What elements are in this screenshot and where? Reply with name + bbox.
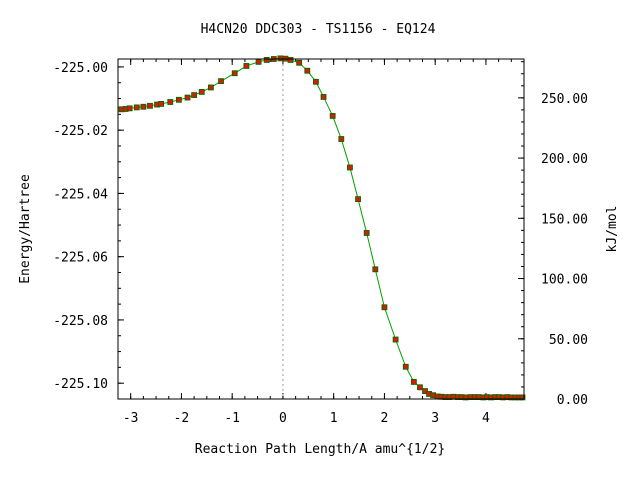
- x-tick-label: -3: [123, 411, 139, 426]
- data-point: [231, 70, 238, 77]
- y2-tick-label: 0.00: [557, 393, 588, 408]
- data-point: [355, 196, 361, 203]
- data-point: [175, 96, 182, 103]
- y2-tick-label: 150.00: [541, 212, 588, 227]
- data-point: [147, 102, 153, 109]
- data-point: [347, 164, 353, 171]
- data-point: [410, 379, 417, 385]
- data-point: [158, 101, 165, 107]
- data-point: [255, 58, 262, 65]
- data-point: [402, 363, 409, 370]
- x-tick-label: 1: [330, 411, 338, 426]
- x-tick-label: 2: [381, 411, 389, 426]
- x-axis-label: Reaction Path Length/A amu^{1/2}: [195, 442, 445, 457]
- data-point: [277, 55, 284, 62]
- data-point: [304, 67, 311, 74]
- data-point: [207, 84, 214, 91]
- data-point: [363, 230, 370, 236]
- data-point: [218, 78, 224, 85]
- data-point: [519, 394, 526, 401]
- data-point: [243, 63, 250, 69]
- chart-title: H4CN20 DDC303 - TS1156 - EQ124: [201, 22, 436, 37]
- y2-tick-label: 200.00: [541, 152, 588, 167]
- y-tick-label: -225.10: [53, 377, 108, 392]
- y-tick-label: -225.06: [53, 251, 108, 266]
- y2-axis-label: kJ/mol: [605, 206, 620, 253]
- data-point: [133, 104, 140, 111]
- x-tick-label: 0: [279, 411, 287, 426]
- data-point: [287, 57, 294, 63]
- data-point: [329, 113, 336, 119]
- data-point: [167, 99, 174, 105]
- plot-frame: [117, 58, 525, 400]
- data-point: [417, 384, 423, 391]
- data-point: [140, 103, 147, 110]
- data-point: [392, 336, 399, 343]
- plot-layer: [118, 55, 526, 401]
- data-point: [372, 266, 379, 273]
- y-tick-label: -225.02: [53, 124, 108, 139]
- y2-tick-label: 100.00: [541, 273, 588, 288]
- data-point: [191, 92, 198, 98]
- y-tick-label: -225.08: [53, 314, 108, 329]
- y2-tick-label: 250.00: [541, 92, 588, 107]
- ticks-layer: -3 -2 -1 0 1 2 3 4 -225.00 -225.02 -225.04 -225.06 -…: [53, 59, 588, 426]
- x-tick-label: 4: [482, 411, 490, 426]
- x-tick-label: -2: [174, 411, 190, 426]
- y-axis-label: Energy/Hartree: [18, 174, 33, 284]
- data-point: [313, 78, 319, 85]
- data-point: [198, 88, 205, 95]
- data-point: [263, 57, 270, 63]
- x-tick-label: 3: [431, 411, 439, 426]
- y-tick-label: -225.00: [53, 61, 108, 76]
- data-point: [320, 94, 327, 100]
- data-point: [381, 304, 388, 311]
- data-point: [184, 94, 191, 101]
- y-tick-label: -225.04: [53, 187, 108, 202]
- data-point: [338, 136, 345, 142]
- y2-tick-label: 50.00: [549, 333, 588, 348]
- data-point: [296, 59, 303, 66]
- x-tick-label: -1: [224, 411, 240, 426]
- data-point: [126, 105, 133, 112]
